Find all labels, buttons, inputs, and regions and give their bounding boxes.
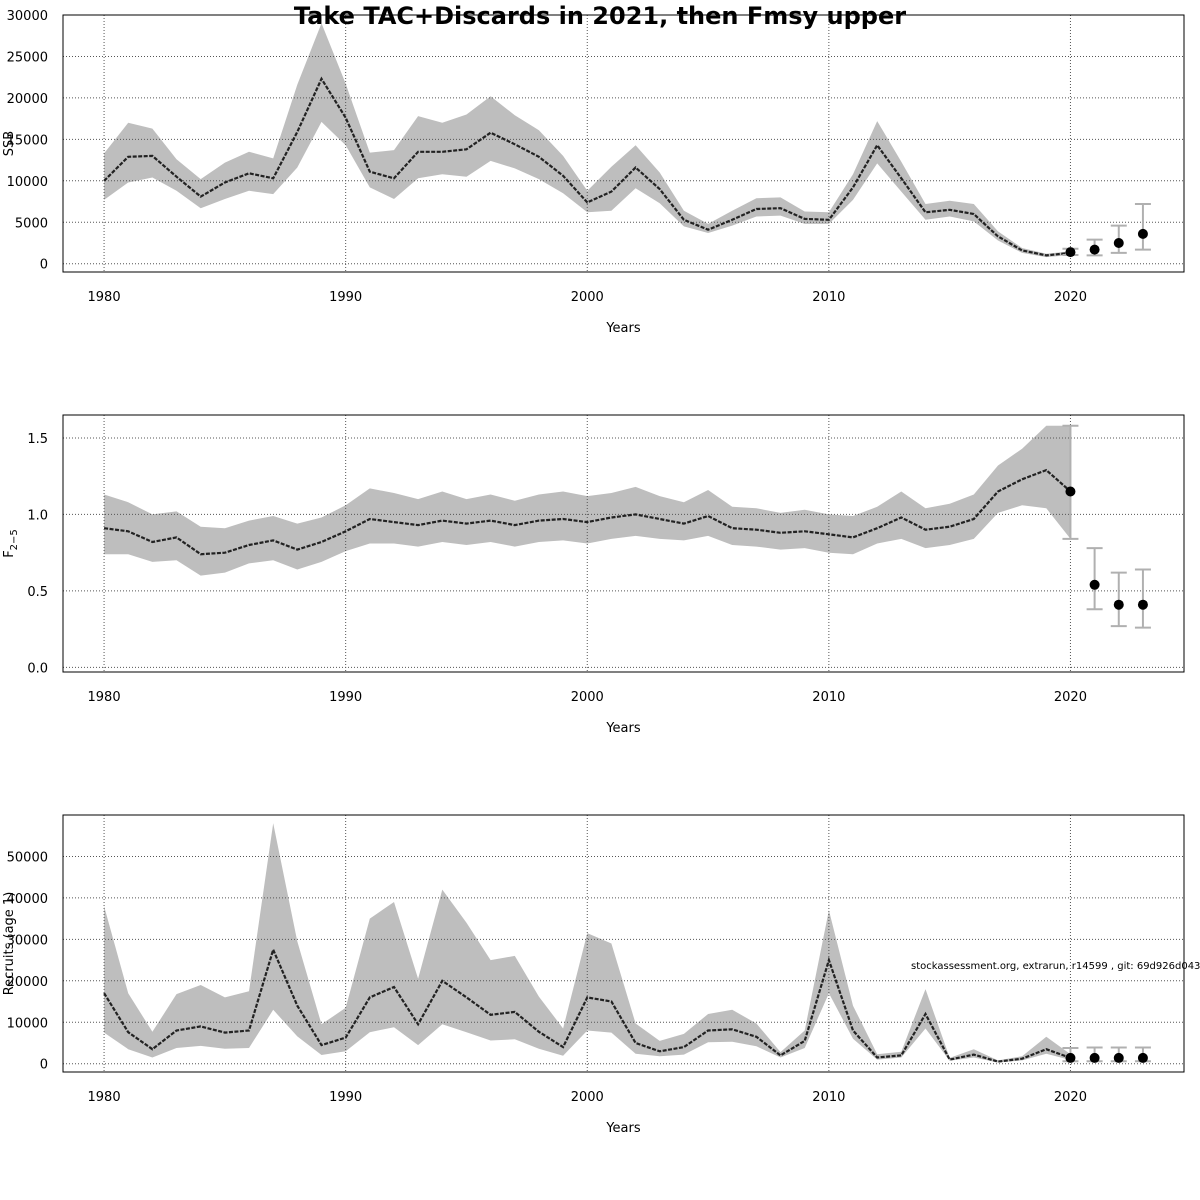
forecast-point xyxy=(1137,599,1148,610)
y-tick-label: 50000 xyxy=(7,850,48,865)
plot-frame xyxy=(62,814,1185,1073)
y-tick-label: 25000 xyxy=(7,50,48,65)
y-tick-label: 1.0 xyxy=(27,508,48,523)
fbar-panel: 1980 1990 2000 2010 2020 0.0 0.5 1.0 1.5 Years F2−… xyxy=(2,414,1185,736)
x-tick-label: 2020 xyxy=(1054,1090,1087,1105)
x-tick-label: 2010 xyxy=(812,690,845,705)
chart-title: Take TAC+Discards in 2021, then Fmsy upp… xyxy=(293,2,907,30)
plot-frame xyxy=(62,14,1185,273)
x-axis-title: Years xyxy=(605,1121,641,1136)
y-axis-title-text: SSB xyxy=(2,131,17,156)
x-tick-label: 2020 xyxy=(1054,690,1087,705)
y-tick-label: 10000 xyxy=(7,1016,48,1031)
forecast-point xyxy=(1113,599,1124,610)
y-tick-label: 20000 xyxy=(7,92,48,107)
x-tick-label: 1990 xyxy=(329,1090,362,1105)
y-tick-label: 1.5 xyxy=(27,432,48,447)
forecast-point xyxy=(1113,237,1124,248)
y-axis-title: SSB xyxy=(2,131,17,156)
y-axis-title-subscript: 2−5 xyxy=(9,529,20,550)
y-tick-label: 10000 xyxy=(7,175,48,190)
x-tick-label: 1980 xyxy=(88,1090,121,1105)
y-tick-label: 0.0 xyxy=(27,661,48,676)
x-tick-label: 2010 xyxy=(812,1090,845,1105)
y-tick-label: 30000 xyxy=(7,933,48,948)
footnote: stockassessment.org, extrarun, r14599 , … xyxy=(911,961,1200,972)
y-axis-title: F2−5 xyxy=(2,529,20,558)
y-tick-label: 0 xyxy=(40,1058,48,1073)
confidence-band xyxy=(104,823,1071,1063)
y-axis-title: Recruits (age 1) xyxy=(2,892,17,996)
estimate-line xyxy=(103,76,1071,257)
forecast-point xyxy=(1089,1052,1100,1063)
estimate-line xyxy=(103,468,1072,556)
x-tick-label: 2010 xyxy=(812,290,845,305)
y-axis-title-text: Recruits (age 1) xyxy=(2,892,17,996)
recruits-panel: 1980 1990 2000 2010 2020 0 10000 20000 30000 4000… xyxy=(2,814,1185,1136)
x-axis-title: Years xyxy=(605,321,641,336)
estimate-line xyxy=(103,946,1071,1063)
forecast-point xyxy=(1065,486,1076,497)
ssb-panel: 1980 1990 2000 2010 2020 0 5000 10000 15000 20000… xyxy=(2,9,1185,336)
plot-frame xyxy=(62,414,1185,673)
forecast-point xyxy=(1089,579,1100,590)
y-tick-label: 15000 xyxy=(7,133,48,148)
forecast-point xyxy=(1137,1052,1148,1063)
x-tick-label: 2000 xyxy=(571,690,604,705)
x-tick-label: 1990 xyxy=(329,690,362,705)
y-tick-label: 0 xyxy=(40,258,48,273)
y-tick-label: 20000 xyxy=(7,975,48,990)
forecast-point xyxy=(1113,1052,1124,1063)
x-tick-label: 1990 xyxy=(329,290,362,305)
forecast-point xyxy=(1065,1052,1076,1063)
x-tick-label: 2000 xyxy=(571,1090,604,1105)
forecast-point xyxy=(1089,244,1100,255)
x-axis-title: Years xyxy=(605,721,641,736)
forecast-point xyxy=(1065,247,1076,258)
x-tick-label: 1980 xyxy=(88,290,121,305)
forecast-point xyxy=(1137,228,1148,239)
x-tick-label: 1980 xyxy=(88,690,121,705)
x-tick-label: 2000 xyxy=(571,290,604,305)
x-tick-label: 2020 xyxy=(1054,290,1087,305)
y-tick-label: 0.5 xyxy=(27,585,48,600)
y-tick-label: 30000 xyxy=(7,9,48,24)
y-tick-label: 5000 xyxy=(15,216,48,231)
y-tick-label: 40000 xyxy=(7,892,48,907)
y-axis-title-text: F xyxy=(2,550,17,557)
